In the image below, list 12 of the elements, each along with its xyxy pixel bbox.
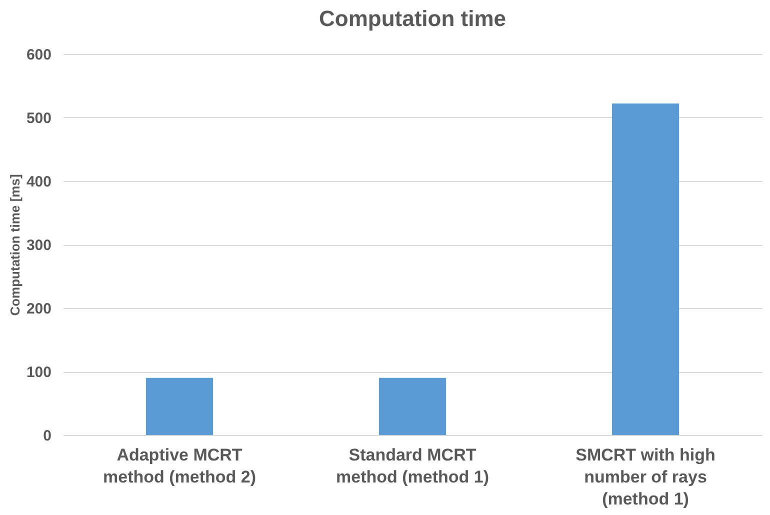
y-tick-label: 400 <box>26 174 52 190</box>
y-tick-label: 600 <box>26 46 52 64</box>
x-tick-label: SMCRT with high number of rays (method 1) <box>576 446 716 508</box>
chart-title: Computation time <box>319 6 506 31</box>
y-tick-label: 100 <box>26 364 52 381</box>
x-tick-label: Standard MCRT method (method 1) <box>336 446 489 486</box>
y-tick-label: 200 <box>26 300 52 318</box>
y-tick-label: 500 <box>26 110 52 127</box>
y-tick-label: 300 <box>26 237 52 254</box>
y-tick-label: 0 <box>43 428 52 444</box>
x-tick-label: Adaptive MCRT method (method 2) <box>103 446 256 486</box>
y-axis-title: Computation time [ms] <box>7 174 22 316</box>
